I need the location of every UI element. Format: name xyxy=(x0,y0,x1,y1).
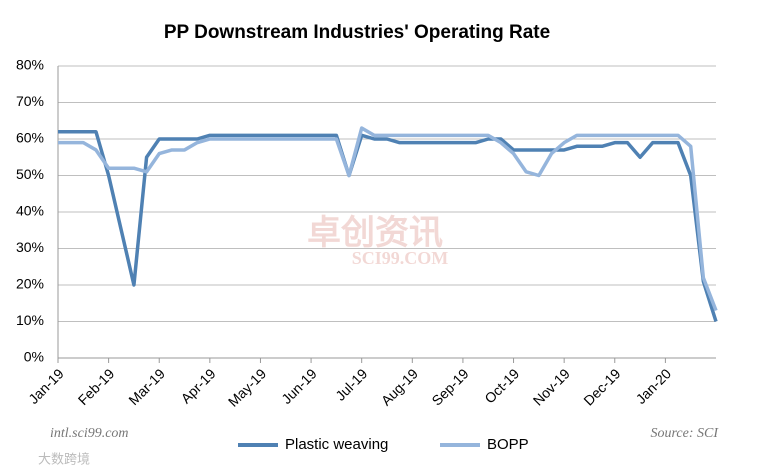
x-tick-label: Apr-19 xyxy=(178,365,219,406)
corner-mark: 大数跨境 xyxy=(38,451,90,466)
y-tick-label: 50% xyxy=(16,166,44,182)
y-tick-label: 80% xyxy=(16,57,44,73)
y-tick-label: 0% xyxy=(24,349,44,365)
legend-label: BOPP xyxy=(487,436,529,453)
x-tick-label: Nov-19 xyxy=(530,365,573,408)
x-tick-label: Jan-19 xyxy=(25,365,67,407)
y-tick-label: 60% xyxy=(16,130,44,146)
source-left: intl.sci99.com xyxy=(50,426,129,441)
x-tick-label: Aug-19 xyxy=(378,365,421,408)
x-tick-label: Oct-19 xyxy=(481,365,522,406)
watermark-sub: SCI99.COM xyxy=(352,248,449,268)
y-tick-label: 40% xyxy=(16,203,44,219)
x-tick-label: Mar-19 xyxy=(125,365,168,408)
chart-title: PP Downstream Industries' Operating Rate xyxy=(164,22,550,43)
y-tick-label: 20% xyxy=(16,276,44,292)
x-tick-label: Jan-20 xyxy=(633,365,675,407)
y-tick-label: 10% xyxy=(16,312,44,328)
series-line xyxy=(58,126,718,312)
legend-label: Plastic weaving xyxy=(285,436,388,453)
x-tick-label: Jun-19 xyxy=(278,365,320,407)
x-tick-label: Sep-19 xyxy=(428,365,471,408)
x-tick-label: May-19 xyxy=(225,365,269,409)
y-tick-label: 30% xyxy=(16,239,44,255)
watermark: 卓创资讯 xyxy=(307,214,443,252)
series-line xyxy=(58,129,718,323)
x-tick-label: Feb-19 xyxy=(75,365,118,408)
x-tick-label: Jul-19 xyxy=(332,365,370,403)
y-tick-label: 70% xyxy=(16,93,44,109)
x-tick-label: Dec-19 xyxy=(580,365,623,408)
source-right: Source: SCI xyxy=(650,426,719,441)
